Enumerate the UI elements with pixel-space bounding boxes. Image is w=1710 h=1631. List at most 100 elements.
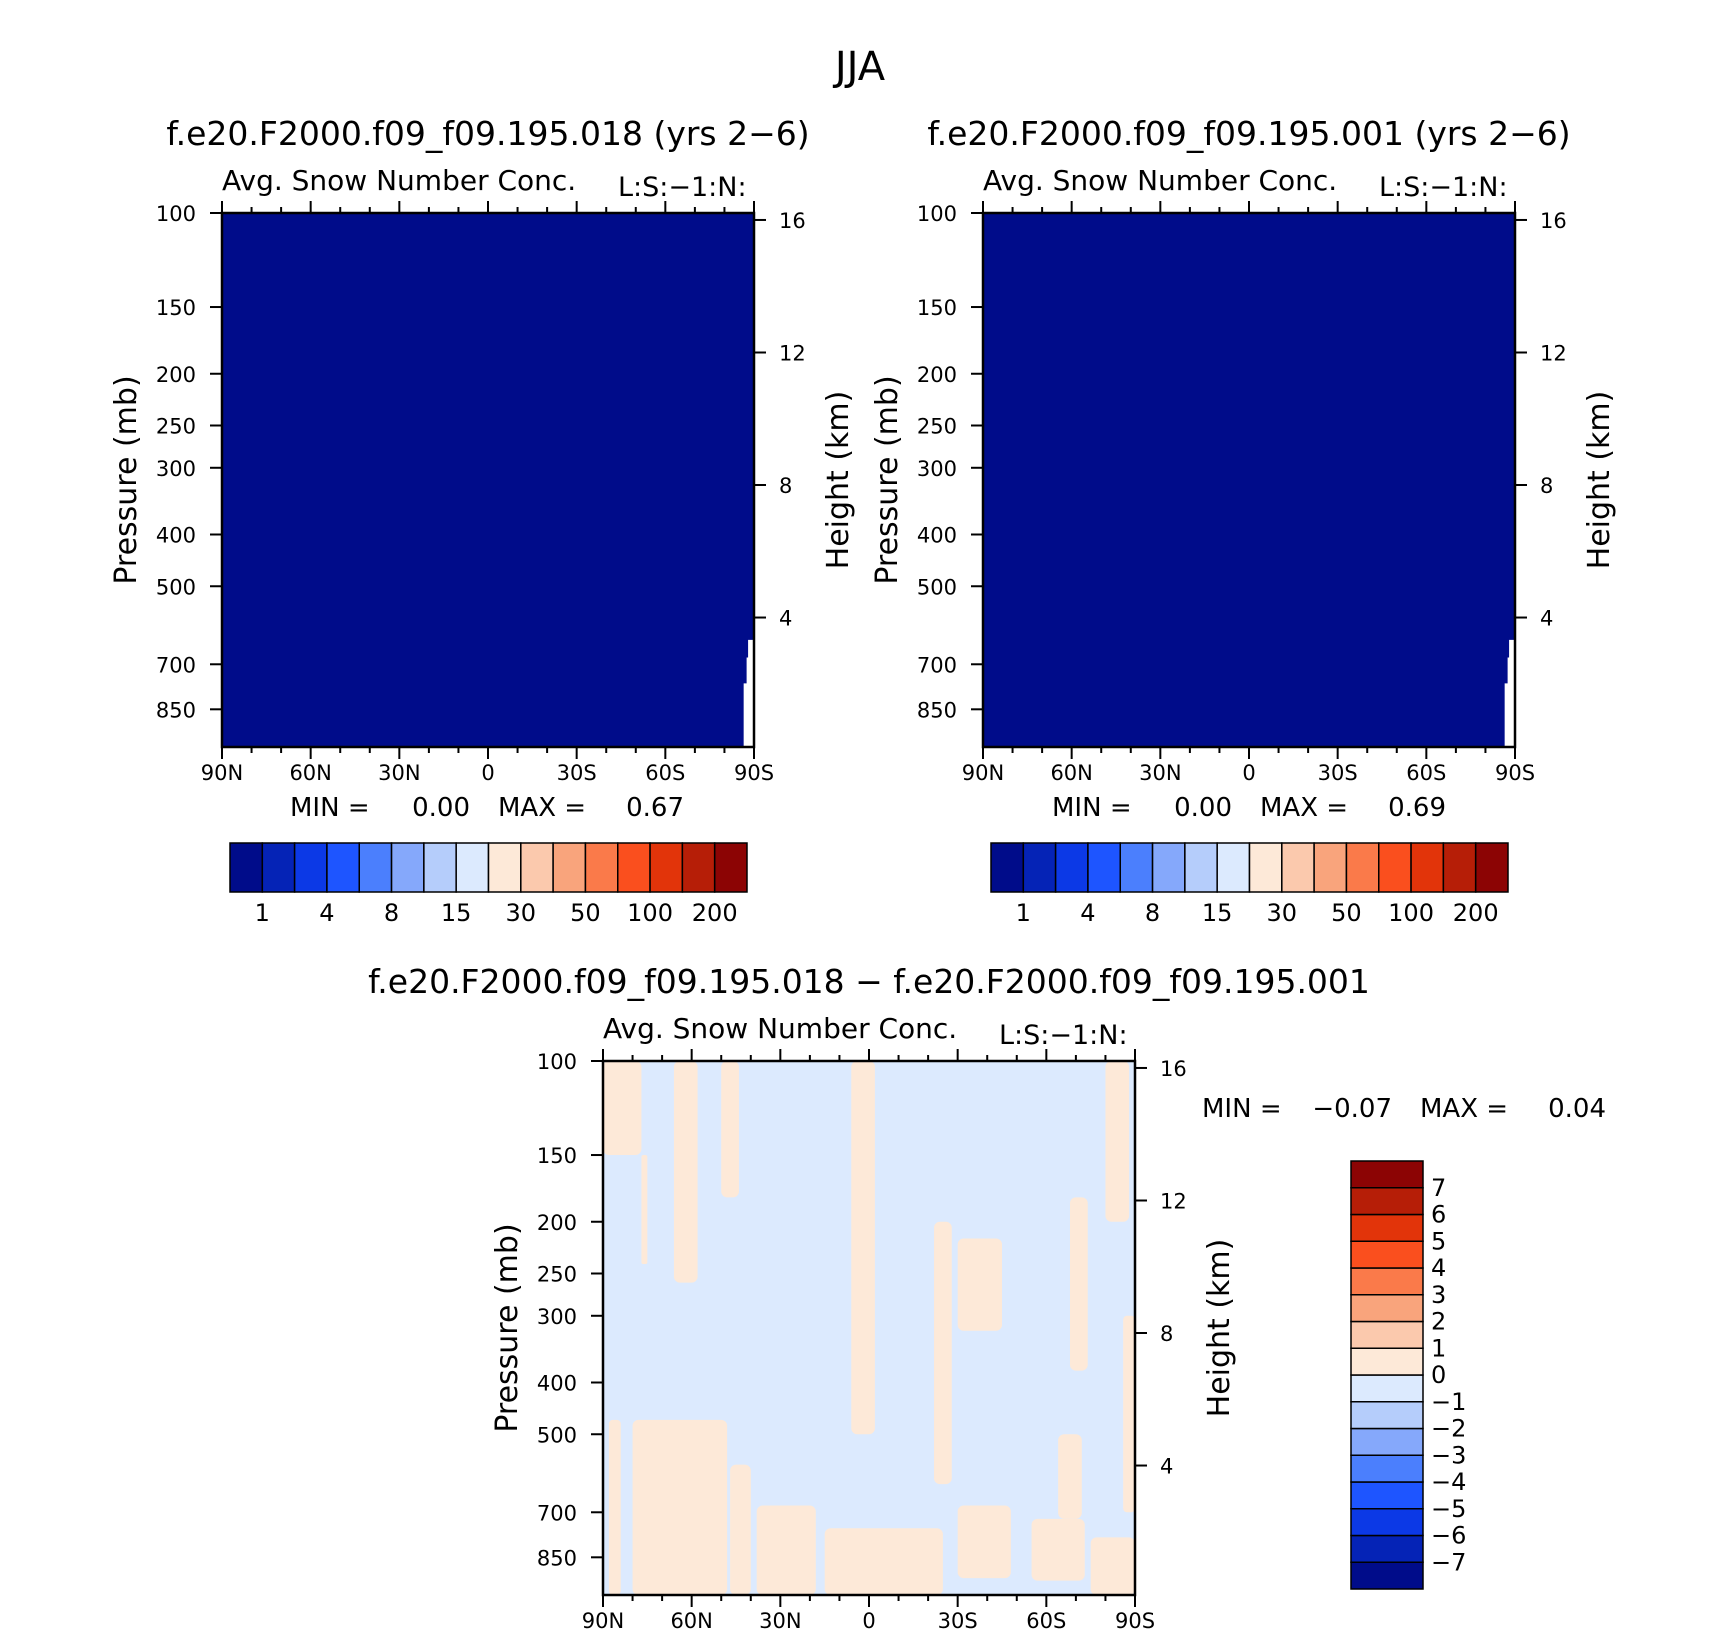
colorbar-label: −2 — [1431, 1415, 1466, 1443]
positive-contour-region — [1069, 1197, 1088, 1371]
colorbar-label: 30 — [1267, 899, 1298, 927]
positive-contour-region — [641, 1155, 648, 1265]
x-tick-label: 60N — [1050, 761, 1092, 785]
colorbar-swatch — [1350, 1347, 1424, 1376]
y-tick-label: 500 — [156, 575, 196, 599]
y-tick-label: 700 — [156, 653, 196, 677]
y-tick-label: 100 — [156, 202, 196, 226]
colorbar-swatch — [990, 842, 1025, 893]
x-tick-label: 30S — [1318, 761, 1358, 785]
colorbar-swatch — [390, 842, 425, 893]
y-axis-label: Pressure (mb) — [490, 1223, 525, 1432]
colorbar-swatch — [1350, 1320, 1424, 1349]
colorbar-label: −4 — [1431, 1468, 1466, 1496]
units-label: L:S:−1:N: — [618, 172, 747, 203]
colorbar-label: 8 — [384, 899, 399, 927]
colorbar-swatch — [1350, 1267, 1424, 1296]
max-value: 0.67 — [626, 793, 684, 823]
colorbar-swatch — [1022, 842, 1057, 893]
x-tick-label: 60S — [1026, 1609, 1066, 1631]
min-label: MIN = — [1052, 793, 1132, 823]
max-label: MAX = — [1260, 793, 1348, 823]
colorbar-label: −7 — [1431, 1548, 1466, 1576]
y-tick-label: 150 — [917, 296, 957, 320]
colorbar-swatch — [713, 842, 748, 893]
colorbar-swatch — [1350, 1454, 1424, 1483]
colorbar-swatch — [423, 842, 457, 893]
max-label: MAX = — [498, 793, 586, 823]
y-tick-label: 850 — [917, 698, 957, 722]
max-value: 0.69 — [1388, 793, 1446, 823]
colorbar-swatch — [358, 842, 393, 893]
colorbar-swatch — [229, 842, 264, 893]
colorbar-label: 1 — [255, 899, 270, 927]
min-value: −0.07 — [1312, 1094, 1392, 1124]
colorbar-swatch — [649, 842, 684, 893]
x-tick-label: 90S — [1495, 761, 1535, 785]
colorbar-label: 0 — [1431, 1361, 1446, 1389]
right-tick-label: 4 — [779, 607, 792, 631]
colorbar-swatch — [1350, 1187, 1424, 1216]
right-tick-label: 12 — [1160, 1189, 1187, 1213]
colorbar-label: 50 — [1331, 899, 1362, 927]
colorbar-label: −6 — [1431, 1522, 1466, 1550]
positive-contour-region — [1031, 1518, 1085, 1581]
right-tick-label: 4 — [1160, 1455, 1173, 1479]
page-title: JJA — [832, 44, 886, 90]
y-tick-label: 250 — [917, 414, 957, 438]
colorbar-swatch — [1350, 1240, 1424, 1269]
y-tick-label: 400 — [917, 524, 957, 548]
x-tick-label: 60S — [1406, 761, 1446, 785]
positive-contour-region — [957, 1505, 1011, 1579]
max-label: MAX = — [1420, 1094, 1508, 1124]
x-tick-label: 60N — [289, 761, 331, 785]
positive-contour-region — [1123, 1315, 1135, 1513]
colorbar: 1 4 8 15 30 50 100 200 — [990, 842, 1509, 927]
positive-contour-region — [756, 1505, 816, 1595]
y-axis-label: Pressure (mb) — [870, 375, 905, 584]
colorbar-label: −5 — [1431, 1495, 1466, 1523]
right-tick-label: 16 — [779, 209, 806, 233]
colorbar-label: 5 — [1431, 1227, 1446, 1255]
y-tick-label: 200 — [156, 363, 196, 387]
right-tick-label: 8 — [1160, 1322, 1173, 1346]
y-tick-label: 850 — [537, 1546, 577, 1570]
colorbar-label: 200 — [692, 899, 738, 927]
field-fill — [603, 1061, 1135, 1595]
colorbar-swatch — [1313, 842, 1348, 893]
x-tick-label: 0 — [862, 1609, 875, 1631]
colorbar-swatch — [1350, 1401, 1424, 1430]
colorbar-label: 15 — [441, 899, 472, 927]
colorbar-label: 1 — [1431, 1334, 1446, 1362]
units-label: L:S:−1:N: — [999, 1020, 1128, 1051]
colorbar-label: −1 — [1431, 1388, 1466, 1416]
positive-contour-region — [1090, 1537, 1135, 1595]
colorbar-swatch — [1151, 842, 1186, 893]
colorbar-swatch — [1350, 1294, 1424, 1323]
y-tick-label: 300 — [917, 457, 957, 481]
y-tick-label: 200 — [917, 363, 957, 387]
y-tick-label: 300 — [537, 1305, 577, 1329]
y-tick-label: 150 — [537, 1144, 577, 1168]
x-tick-label: 90N — [582, 1609, 624, 1631]
colorbar-label: 100 — [627, 899, 673, 927]
x-tick-label: 60S — [645, 761, 685, 785]
field-fill — [222, 213, 754, 747]
panel-subtitle: Avg. Snow Number Conc. — [983, 164, 1337, 197]
positive-contour-region — [603, 1061, 642, 1156]
max-value: 0.04 — [1548, 1094, 1606, 1124]
colorbar-label: 50 — [570, 899, 601, 927]
colorbar-swatch — [681, 842, 716, 893]
positive-contour-region — [851, 1061, 875, 1435]
colorbar-swatch — [1350, 1374, 1424, 1403]
colorbar-swatch — [1350, 1481, 1424, 1510]
panel-right: f.e20.F2000.f09_f09.195.001 (yrs 2−6) Avg… — [870, 114, 1617, 927]
y-tick-label: 250 — [537, 1263, 577, 1287]
y-axis-label: Pressure (mb) — [109, 375, 144, 584]
right-axis-label: Height (km) — [1582, 391, 1617, 570]
min-label: MIN = — [1202, 1094, 1282, 1124]
y-tick-label: 850 — [156, 698, 196, 722]
right-tick-label: 4 — [1540, 607, 1553, 631]
colorbar-label: 4 — [1431, 1254, 1446, 1282]
